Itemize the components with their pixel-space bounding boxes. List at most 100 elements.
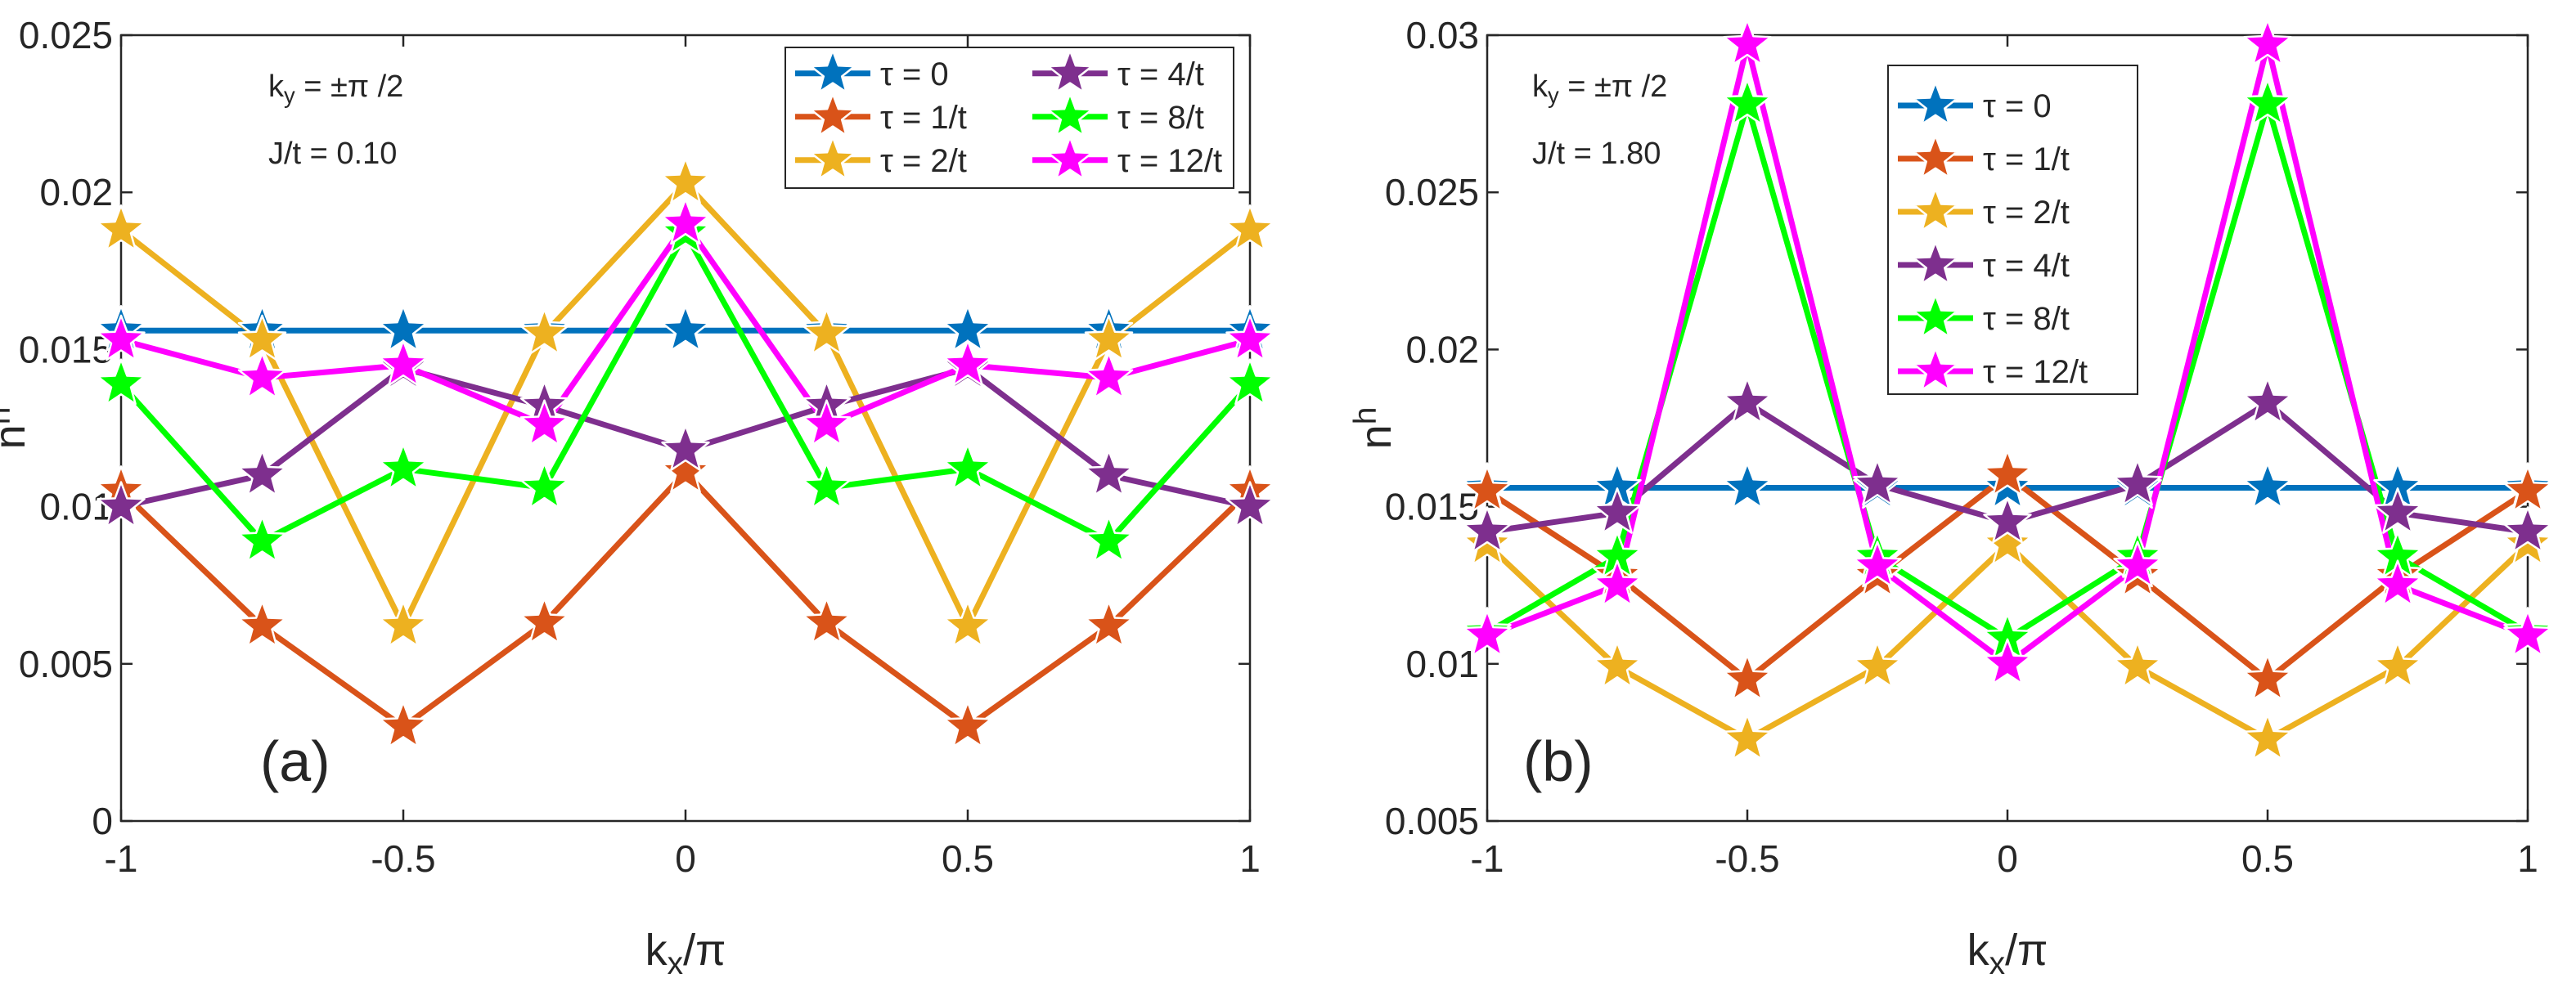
star-icon [1723, 79, 1772, 126]
star-icon [1593, 487, 1642, 534]
star-icon [1084, 314, 1134, 361]
legend-label: τ = 0 [880, 56, 949, 92]
star-icon [97, 314, 146, 361]
star-icon [2113, 641, 2162, 689]
star-icon [1913, 347, 1958, 391]
star-icon [519, 462, 569, 509]
star-icon [519, 399, 569, 446]
y-tick-label: 0.025 [1385, 171, 1479, 213]
annotation-0: ky = ±π /2 [268, 70, 403, 108]
star-icon [2373, 559, 2422, 607]
star-icon [97, 358, 146, 406]
x-tick-label: 0 [675, 837, 696, 880]
star-icon [97, 204, 146, 251]
star-icon [1983, 638, 2032, 685]
star-icon [1084, 352, 1134, 399]
legend: τ = 0 τ = 1/t τ = 2/t τ = 4/t τ = 8/t τ = 12/… [1887, 65, 2138, 395]
star-icon [237, 352, 287, 399]
star-icon [661, 157, 710, 204]
star-icon [943, 339, 992, 387]
annotation-1: J/t = 0.10 [268, 137, 397, 171]
star-icon [1225, 314, 1275, 361]
star-icon [1593, 641, 1642, 689]
star-icon [237, 600, 287, 648]
star-icon [1084, 600, 1134, 648]
panel-label: (b) [1523, 729, 1594, 793]
annotation-0: ky = ±π /2 [1532, 70, 1667, 108]
star-icon [1853, 459, 1902, 506]
star-icon [2243, 79, 2292, 126]
legend-label: τ = 8/t [1117, 100, 1204, 136]
legend-label: τ = 8/t [1983, 301, 2070, 337]
star-icon [2113, 459, 2162, 506]
star-icon [1463, 506, 1512, 553]
star-icon [1983, 449, 2032, 496]
star-icon [810, 136, 856, 180]
panel-a: -1 -0.5 0 0.5 1 0 0.005 0.01 0.015 0.02 0.025 kx/π n… [0, 14, 1275, 981]
star-icon [943, 443, 992, 490]
star-icon [519, 307, 569, 355]
legend-label: τ = 2/t [1983, 195, 2070, 231]
panel-label: (a) [260, 729, 330, 793]
legend: τ = 0 τ = 1/t τ = 2/t τ = 4/t τ = 8/t τ = 12/… [784, 47, 1234, 189]
star-icon [1084, 449, 1134, 496]
y-tick-label: 0.02 [1405, 328, 1479, 370]
legend-label: τ = 12/t [1983, 354, 2088, 390]
x-tick-label: 1 [2517, 837, 2538, 880]
annotation-1: J/t = 1.80 [1532, 137, 1661, 171]
star-icon [1723, 653, 1772, 701]
star-icon [237, 449, 287, 496]
star-icon [1723, 377, 1772, 424]
legend-label: τ = 4/t [1983, 248, 2070, 284]
legend-label: τ = 1/t [880, 100, 967, 136]
star-icon [237, 314, 287, 361]
x-tick-label: -0.5 [1715, 837, 1779, 880]
star-icon [943, 701, 992, 748]
star-icon [802, 307, 852, 355]
y-axis-label: nh [1348, 407, 1400, 450]
x-axis-label: kx/π [645, 926, 726, 981]
star-icon [1225, 481, 1275, 528]
star-icon [1723, 19, 1772, 66]
star-icon [1084, 515, 1134, 563]
star-icon [1047, 92, 1093, 137]
star-icon [1913, 294, 1958, 338]
star-icon [1913, 81, 1958, 125]
x-tick-label: -1 [105, 837, 138, 880]
x-tick-label: -0.5 [371, 837, 435, 880]
star-icon [1913, 240, 1958, 285]
star-icon [1723, 462, 1772, 509]
star-icon [519, 597, 569, 644]
star-icon [2373, 487, 2422, 534]
y-tick-label: 0.01 [1405, 643, 1479, 685]
x-tick-label: 0 [1997, 837, 2018, 880]
star-icon [661, 446, 710, 493]
star-icon [1225, 204, 1275, 251]
star-icon [802, 462, 852, 509]
star-icon [2243, 462, 2292, 509]
legend-label: τ = 1/t [1983, 141, 2070, 177]
star-icon [2243, 19, 2292, 66]
star-icon [1723, 713, 1772, 760]
star-icon [379, 339, 428, 387]
star-icon [1983, 518, 2032, 566]
star-icon [802, 597, 852, 644]
panel-b: -1 -0.5 0 0.5 1 0.005 0.01 0.015 0.02 0.025 0.03 kx… [1348, 14, 2552, 981]
star-icon [661, 424, 710, 471]
star-icon [1853, 541, 1902, 588]
star-icon [1225, 358, 1275, 406]
star-icon [1913, 187, 1958, 231]
star-icon [661, 198, 710, 245]
star-icon [97, 481, 146, 528]
star-icon [1593, 559, 1642, 607]
y-tick-label: 0.005 [1385, 800, 1479, 842]
x-tick-label: 0.5 [942, 837, 994, 880]
y-tick-label: 0.01 [39, 486, 113, 528]
star-icon [661, 305, 710, 352]
star-icon [802, 399, 852, 446]
star-icon [2243, 653, 2292, 701]
x-tick-label: -1 [1471, 837, 1504, 880]
star-icon [1913, 134, 1958, 178]
x-tick-label: 0.5 [2241, 837, 2294, 880]
